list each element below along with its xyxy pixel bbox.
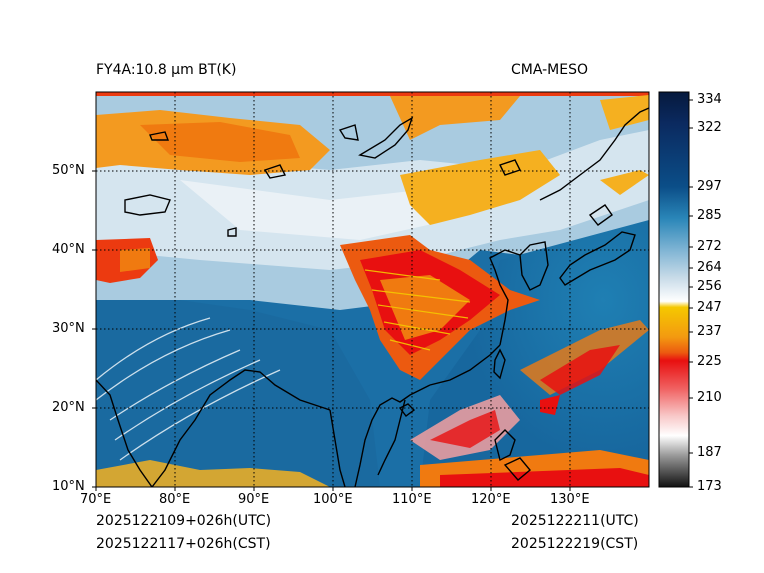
valid-time-utc: 2025122211(UTC) — [511, 513, 639, 529]
figure-title-right: CMA-MESO — [511, 62, 589, 78]
colorbar-label-285: 285 — [697, 208, 722, 223]
init-time-utc: 2025122109+026h(UTC) — [96, 513, 272, 529]
map-frame — [95, 91, 650, 488]
lon-label-130: 130°E — [550, 492, 590, 507]
graticule — [96, 92, 649, 487]
lon-label-110: 110°E — [392, 492, 432, 507]
lat-label-50: 50°N — [52, 163, 85, 178]
colorbar-label-237: 237 — [697, 324, 722, 339]
colorbar-label-334: 334 — [697, 92, 722, 107]
colorbar-label-225: 225 — [697, 354, 722, 369]
colorbar — [658, 91, 690, 488]
colorbar-label-187: 187 — [697, 445, 722, 460]
colorbar-ticks — [689, 99, 693, 488]
init-time-cst: 2025122117+026h(CST) — [96, 536, 271, 552]
valid-time-cst: 2025122219(CST) — [511, 536, 639, 552]
lon-label-100: 100°E — [313, 492, 353, 507]
lon-label-70: 70°E — [80, 492, 112, 507]
colorbar-label-297: 297 — [697, 179, 722, 194]
colorbar-label-264: 264 — [697, 260, 722, 275]
lon-label-80: 80°E — [159, 492, 191, 507]
colorbar-label-272: 272 — [697, 239, 722, 254]
colorbar-label-210: 210 — [697, 390, 722, 405]
figure-title-left: FY4A:10.8 µm BT(K) — [96, 62, 237, 78]
colorbar-label-256: 256 — [697, 279, 722, 294]
colorbar-label-322: 322 — [697, 120, 722, 135]
lat-label-20: 20°N — [52, 400, 85, 415]
lon-label-120: 120°E — [471, 492, 511, 507]
lat-label-10: 10°N — [52, 479, 85, 494]
brightness-temperature-field — [96, 92, 649, 487]
lat-label-30: 30°N — [52, 321, 85, 336]
lon-label-90: 90°E — [238, 492, 270, 507]
lat-label-40: 40°N — [52, 242, 85, 257]
axis-ticks — [92, 170, 571, 491]
colorbar-label-247: 247 — [697, 300, 722, 315]
colorbar-label-173: 173 — [697, 479, 722, 494]
